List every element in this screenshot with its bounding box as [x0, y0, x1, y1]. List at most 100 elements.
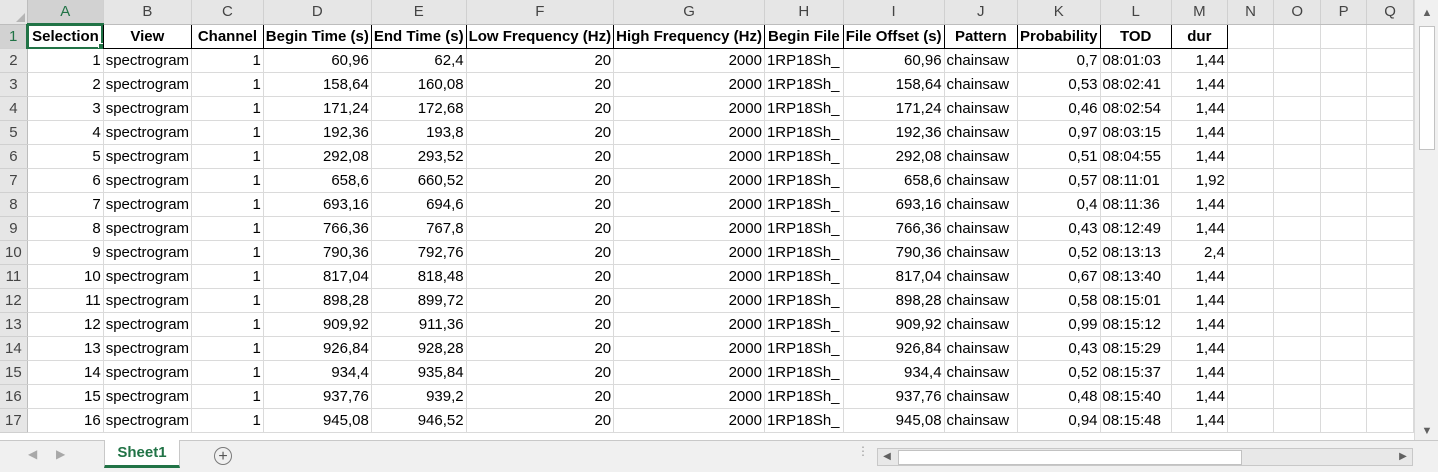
- cell-d6[interactable]: 292,08: [263, 144, 372, 169]
- column-header-o[interactable]: O: [1273, 0, 1322, 25]
- cell-f9[interactable]: 20: [466, 216, 615, 241]
- cell-e15[interactable]: 935,84: [371, 360, 467, 385]
- cell-i9[interactable]: 766,36: [843, 216, 945, 241]
- cell-o4[interactable]: [1273, 96, 1322, 121]
- cell-h15[interactable]: 1RP18Sh_: [764, 360, 844, 385]
- cell-c4[interactable]: 1: [191, 96, 264, 121]
- cell-o1[interactable]: [1273, 24, 1322, 49]
- cell-q11[interactable]: [1366, 264, 1414, 289]
- cell-k15[interactable]: 0,52: [1017, 360, 1101, 385]
- cell-g2[interactable]: 2000: [613, 48, 765, 73]
- cell-b1-view[interactable]: View: [103, 23, 193, 49]
- column-header-l[interactable]: L: [1100, 0, 1172, 25]
- cell-o9[interactable]: [1273, 216, 1322, 241]
- cell-g9[interactable]: 2000: [613, 216, 765, 241]
- cell-f1-low-frequency[interactable]: Low Frequency (Hz): [466, 23, 615, 49]
- cell-h2[interactable]: 1RP18Sh_: [764, 48, 844, 73]
- triangle-up-icon[interactable]: ▲: [1421, 7, 1433, 19]
- row-header-4[interactable]: 4: [0, 96, 28, 121]
- cell-g3[interactable]: 2000: [613, 72, 765, 97]
- fill-handle[interactable]: [97, 43, 103, 48]
- cell-o8[interactable]: [1273, 192, 1322, 217]
- cell-h12[interactable]: 1RP18Sh_: [764, 288, 844, 313]
- cell-f17[interactable]: 20: [466, 408, 615, 433]
- cell-j13[interactable]: chainsaw: [944, 312, 1019, 337]
- cell-g8[interactable]: 2000: [613, 192, 765, 217]
- cell-b15[interactable]: spectrogram: [103, 360, 193, 385]
- cell-c1-channel[interactable]: Channel: [191, 23, 264, 49]
- cell-d8[interactable]: 693,16: [263, 192, 372, 217]
- cell-g11[interactable]: 2000: [613, 264, 765, 289]
- cell-q17[interactable]: [1366, 408, 1414, 433]
- cell-a15[interactable]: 14: [27, 360, 104, 385]
- cell-b10[interactable]: spectrogram: [103, 240, 193, 265]
- cell-l11[interactable]: 08:13:40: [1100, 264, 1172, 289]
- cell-q13[interactable]: [1366, 312, 1414, 337]
- cell-l4[interactable]: 08:02:54: [1100, 96, 1172, 121]
- row-header-2[interactable]: 2: [0, 48, 28, 73]
- cell-p15[interactable]: [1320, 360, 1368, 385]
- column-header-b[interactable]: B: [103, 0, 193, 25]
- cell-m8[interactable]: 1,44: [1171, 192, 1228, 217]
- cell-d7[interactable]: 658,6: [263, 168, 372, 193]
- cell-k10[interactable]: 0,52: [1017, 240, 1101, 265]
- cell-q12[interactable]: [1366, 288, 1414, 313]
- cell-p2[interactable]: [1320, 48, 1368, 73]
- tab-split-handle[interactable]: ⋮: [857, 444, 869, 458]
- row-header-9[interactable]: 9: [0, 216, 28, 241]
- cell-a2[interactable]: 1: [27, 48, 104, 73]
- cell-q5[interactable]: [1366, 120, 1414, 145]
- cell-b13[interactable]: spectrogram: [103, 312, 193, 337]
- cell-f16[interactable]: 20: [466, 384, 615, 409]
- cell-m1-dur[interactable]: dur: [1171, 23, 1228, 49]
- cell-d14[interactable]: 926,84: [263, 336, 372, 361]
- row-header-10[interactable]: 10: [0, 240, 28, 265]
- cell-b2[interactable]: spectrogram: [103, 48, 193, 73]
- cell-p8[interactable]: [1320, 192, 1368, 217]
- column-header-h[interactable]: H: [764, 0, 844, 25]
- cell-l9[interactable]: 08:12:49: [1100, 216, 1172, 241]
- cell-f6[interactable]: 20: [466, 144, 615, 169]
- cell-f3[interactable]: 20: [466, 72, 615, 97]
- cell-g4[interactable]: 2000: [613, 96, 765, 121]
- cell-h7[interactable]: 1RP18Sh_: [764, 168, 844, 193]
- cell-p9[interactable]: [1320, 216, 1368, 241]
- cell-n13[interactable]: [1227, 312, 1275, 337]
- cell-m7[interactable]: 1,92: [1171, 168, 1228, 193]
- cell-k11[interactable]: 0,67: [1017, 264, 1101, 289]
- horizontal-scrollbar[interactable]: ◀ ▶: [877, 448, 1413, 466]
- cell-l5[interactable]: 08:03:15: [1100, 120, 1172, 145]
- row-header-8[interactable]: 8: [0, 192, 28, 217]
- cell-l1-tod[interactable]: TOD: [1100, 23, 1172, 49]
- column-header-j[interactable]: J: [944, 0, 1019, 25]
- cell-c16[interactable]: 1: [191, 384, 264, 409]
- cell-j11[interactable]: chainsaw: [944, 264, 1019, 289]
- cell-n6[interactable]: [1227, 144, 1275, 169]
- cell-h13[interactable]: 1RP18Sh_: [764, 312, 844, 337]
- column-header-f[interactable]: F: [466, 0, 615, 25]
- cell-q1[interactable]: [1366, 24, 1414, 49]
- tab-sheet1[interactable]: Sheet1: [104, 440, 180, 468]
- cell-h8[interactable]: 1RP18Sh_: [764, 192, 844, 217]
- cell-l16[interactable]: 08:15:40: [1100, 384, 1172, 409]
- cell-b11[interactable]: spectrogram: [103, 264, 193, 289]
- cell-a4[interactable]: 3: [27, 96, 104, 121]
- cell-p12[interactable]: [1320, 288, 1368, 313]
- cell-p7[interactable]: [1320, 168, 1368, 193]
- cell-m9[interactable]: 1,44: [1171, 216, 1228, 241]
- row-header-6[interactable]: 6: [0, 144, 28, 169]
- cell-n15[interactable]: [1227, 360, 1275, 385]
- cell-b8[interactable]: spectrogram: [103, 192, 193, 217]
- triangle-down-icon[interactable]: ▼: [1421, 425, 1433, 437]
- cell-c12[interactable]: 1: [191, 288, 264, 313]
- row-header-3[interactable]: 3: [0, 72, 28, 97]
- cell-c8[interactable]: 1: [191, 192, 264, 217]
- cell-o15[interactable]: [1273, 360, 1322, 385]
- cell-k8[interactable]: 0,4: [1017, 192, 1101, 217]
- cell-n7[interactable]: [1227, 168, 1275, 193]
- vertical-scrollbar[interactable]: ▲ ▼: [1414, 0, 1438, 440]
- cell-q4[interactable]: [1366, 96, 1414, 121]
- cell-g12[interactable]: 2000: [613, 288, 765, 313]
- cell-i12[interactable]: 898,28: [843, 288, 945, 313]
- cell-n5[interactable]: [1227, 120, 1275, 145]
